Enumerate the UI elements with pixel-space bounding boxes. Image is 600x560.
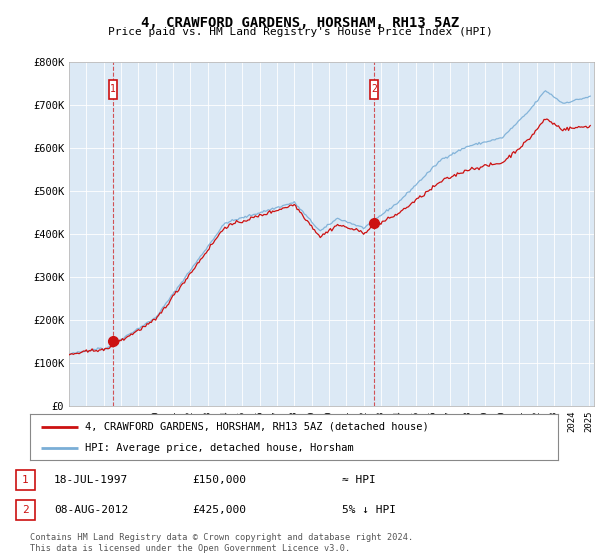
- Text: 1: 1: [110, 84, 116, 94]
- Text: HPI: Average price, detached house, Horsham: HPI: Average price, detached house, Hors…: [85, 443, 354, 453]
- Text: 2: 2: [371, 84, 377, 94]
- Text: 2: 2: [22, 505, 29, 515]
- Text: 4, CRAWFORD GARDENS, HORSHAM, RH13 5AZ (detached house): 4, CRAWFORD GARDENS, HORSHAM, RH13 5AZ (…: [85, 422, 429, 432]
- Text: Price paid vs. HM Land Registry's House Price Index (HPI): Price paid vs. HM Land Registry's House …: [107, 27, 493, 37]
- Text: 18-JUL-1997: 18-JUL-1997: [54, 475, 128, 485]
- Text: Contains HM Land Registry data © Crown copyright and database right 2024.
This d: Contains HM Land Registry data © Crown c…: [30, 533, 413, 553]
- Text: 4, CRAWFORD GARDENS, HORSHAM, RH13 5AZ: 4, CRAWFORD GARDENS, HORSHAM, RH13 5AZ: [141, 16, 459, 30]
- Text: 1: 1: [22, 475, 29, 485]
- Text: ≈ HPI: ≈ HPI: [342, 475, 376, 485]
- Text: 08-AUG-2012: 08-AUG-2012: [54, 505, 128, 515]
- FancyBboxPatch shape: [370, 80, 378, 99]
- FancyBboxPatch shape: [109, 80, 118, 99]
- Text: £425,000: £425,000: [192, 505, 246, 515]
- Text: £150,000: £150,000: [192, 475, 246, 485]
- Text: 5% ↓ HPI: 5% ↓ HPI: [342, 505, 396, 515]
